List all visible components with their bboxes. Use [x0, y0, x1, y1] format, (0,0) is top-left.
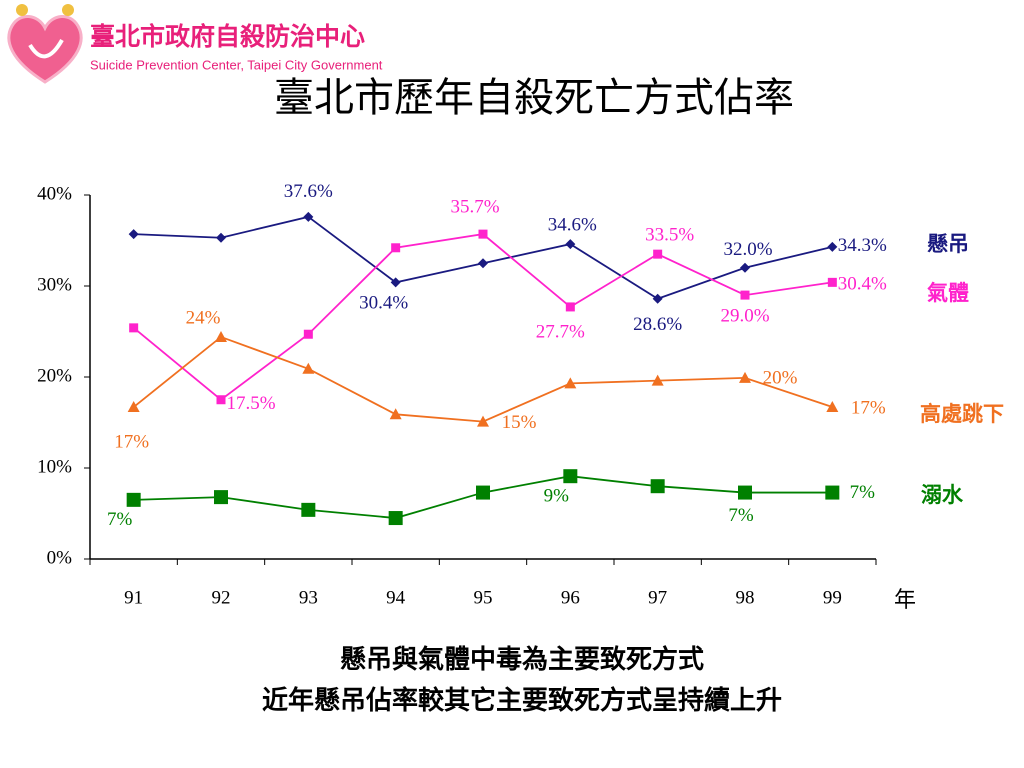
marker — [216, 395, 226, 405]
marker — [388, 511, 403, 526]
logo-swirl — [28, 38, 64, 59]
data-label: 17% — [851, 397, 886, 418]
marker — [215, 330, 227, 342]
data-label: 17% — [114, 431, 149, 452]
chart-title: 臺北市歷年自殺死亡方式佔率 — [274, 75, 794, 120]
footer-line: 懸吊與氣體中毒為主要致死方式 — [340, 644, 704, 674]
marker — [478, 258, 488, 269]
marker — [827, 277, 837, 287]
marker — [216, 232, 226, 243]
marker — [740, 290, 750, 300]
marker — [389, 408, 402, 420]
logo-heart — [7, 15, 83, 84]
data-label: 30.4% — [838, 274, 887, 295]
marker — [303, 211, 314, 222]
legend-label: 溺水 — [921, 483, 964, 507]
x-tick-label: 99 — [823, 587, 842, 608]
data-label: 9% — [544, 486, 570, 507]
logo — [7, 4, 83, 84]
x-tick-label: 98 — [736, 587, 755, 608]
x-tick-label: 94 — [386, 587, 406, 608]
org-name: 臺北市政府自殺防治中心 — [90, 22, 365, 51]
marker — [565, 239, 576, 250]
marker — [214, 490, 228, 505]
marker — [301, 502, 316, 517]
marker — [651, 374, 664, 386]
marker — [738, 485, 752, 500]
logo-dot — [16, 4, 28, 16]
data-label: 35.7% — [450, 196, 499, 217]
marker — [391, 243, 401, 253]
data-label: 7% — [107, 509, 133, 530]
y-tick-label: 10% — [37, 456, 72, 477]
data-label: 30.4% — [359, 293, 408, 314]
marker — [477, 415, 489, 427]
data-label: 28.6% — [633, 314, 682, 335]
marker — [740, 262, 750, 273]
data-label: 15% — [502, 412, 537, 433]
x-tick-label: 91 — [124, 587, 143, 608]
marker — [302, 362, 315, 374]
data-label: 34.3% — [838, 235, 887, 256]
legend-label: 高處跳下 — [920, 402, 1004, 426]
logo-dot — [62, 4, 74, 16]
data-label: 7% — [728, 505, 754, 526]
marker — [827, 241, 838, 252]
data-label: 20% — [763, 367, 798, 388]
data-label: 32.0% — [723, 239, 772, 260]
legend-label: 懸吊 — [927, 232, 969, 256]
x-axis-label: 年 — [894, 587, 916, 612]
marker — [650, 479, 665, 494]
org-name-en: Suicide Prevention Center, Taipei City G… — [90, 57, 383, 72]
marker — [303, 329, 313, 339]
marker — [825, 485, 840, 500]
x-tick-label: 95 — [474, 587, 493, 608]
x-tick-label: 92 — [212, 587, 231, 608]
data-label: 33.5% — [645, 225, 694, 246]
data-label: 7% — [850, 482, 876, 503]
x-tick-label: 93 — [299, 587, 318, 608]
x-tick-label: 96 — [561, 587, 580, 608]
legend-label: 氣體 — [927, 281, 969, 305]
marker — [826, 401, 839, 413]
marker — [739, 371, 751, 383]
marker — [478, 229, 488, 239]
y-tick-label: 20% — [37, 365, 72, 386]
marker — [128, 229, 139, 240]
y-tick-label: 40% — [37, 183, 72, 204]
marker — [127, 401, 140, 413]
y-tick-label: 0% — [47, 547, 73, 568]
x-tick-label: 97 — [648, 587, 667, 608]
data-label: 27.7% — [536, 321, 585, 342]
y-tick-label: 30% — [37, 274, 72, 295]
marker — [564, 377, 577, 389]
data-label: 17.5% — [226, 393, 275, 414]
marker — [390, 277, 401, 288]
marker — [129, 323, 139, 333]
marker — [565, 302, 575, 312]
marker — [563, 469, 578, 484]
data-label: 24% — [186, 307, 221, 328]
marker — [476, 485, 490, 500]
footer-line: 近年懸吊佔率較其它主要致死方式呈持續上升 — [262, 685, 782, 715]
marker — [653, 249, 663, 259]
data-label: 34.6% — [548, 214, 597, 235]
marker — [652, 293, 663, 304]
data-label: 29.0% — [720, 305, 769, 326]
marker — [126, 492, 141, 507]
data-label: 37.6% — [284, 181, 333, 202]
